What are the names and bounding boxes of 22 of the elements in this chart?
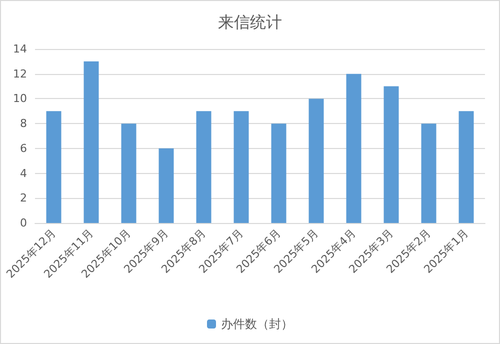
chart-title: 来信统计 (218, 12, 282, 32)
y-tick-label: 10 (13, 92, 27, 106)
y-tick-label: 14 (13, 42, 27, 56)
legend-label: 办件数（封） (221, 317, 293, 331)
y-tick-label: 8 (20, 117, 27, 130)
bar (234, 111, 249, 223)
bar (84, 61, 99, 223)
bar (196, 111, 212, 223)
bar (158, 148, 174, 223)
y-tick-label: 4 (20, 166, 27, 180)
bar (384, 86, 399, 223)
y-tick-label: 12 (13, 67, 27, 80)
bar (271, 124, 286, 223)
bar (458, 111, 474, 223)
bar (421, 124, 436, 223)
y-tick-label: 6 (20, 142, 27, 155)
y-tick-label: 0 (20, 216, 27, 230)
bar (308, 98, 324, 223)
bar (46, 111, 62, 223)
y-tick-label: 2 (20, 192, 27, 205)
bar (346, 74, 362, 223)
bar (121, 124, 136, 223)
